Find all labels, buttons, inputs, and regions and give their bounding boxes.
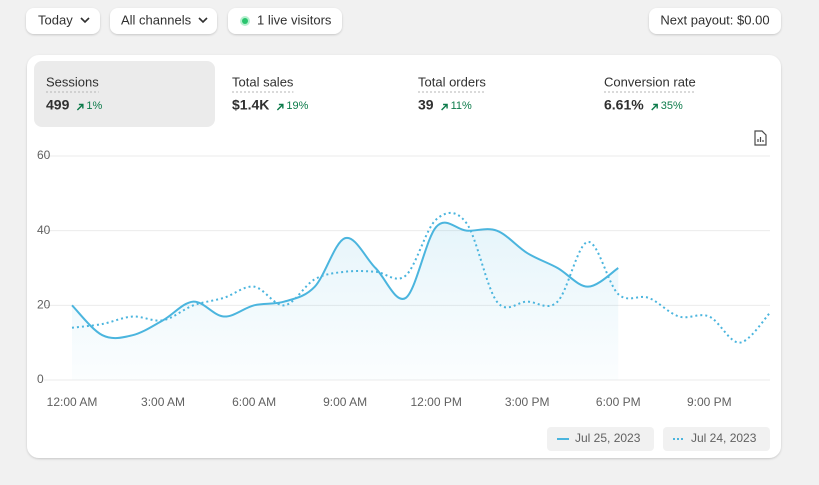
trend-arrow <box>441 103 448 111</box>
metric-tab[interactable]: Total sales $1.4K 19% <box>232 74 309 113</box>
legend-item[interactable]: Jul 24, 2023 <box>663 427 770 451</box>
x-tick-label: 3:00 AM <box>141 395 185 409</box>
payout-button[interactable]: Next payout: $0.00 <box>649 8 781 34</box>
chart: 0 20 40 60 12:00 AM 3:00 AM 6:00 AM 9:00 AM 12:0… <box>37 148 771 451</box>
metric-label: Conversion rate <box>604 74 696 89</box>
x-tick-label: 9:00 AM <box>323 395 367 409</box>
button-label: All channels <box>121 12 192 27</box>
metric-change: 11% <box>451 100 472 112</box>
trend-arrow <box>276 103 284 111</box>
metric-label: Total sales <box>232 74 294 89</box>
metric-change: 19% <box>286 100 308 112</box>
legend-label: Jul 25, 2023 <box>575 431 641 445</box>
metric-value: $1.4K <box>232 97 269 113</box>
metric-value: 39 <box>418 97 434 113</box>
y-tick-label: 0 <box>37 372 44 386</box>
metric-label: Sessions <box>46 74 99 89</box>
metric-label: Total orders <box>418 74 486 89</box>
metric-value: 6.61% <box>604 97 644 113</box>
y-tick-label: 40 <box>37 223 51 237</box>
metric-change: 35% <box>661 100 683 112</box>
live-visitors-button[interactable]: 1 live visitors <box>228 8 342 34</box>
selected-tab[interactable] <box>34 61 215 127</box>
metric-tab[interactable]: Conversion rate 6.61% 35% <box>604 74 696 113</box>
metrics: Sessions 499 1% Total sales $1.4K 19% Total or… <box>46 74 696 113</box>
x-tick-label: 6:00 AM <box>232 395 276 409</box>
channels-button[interactable]: All channels <box>110 8 217 34</box>
x-tick-label: 12:00 AM <box>47 395 98 409</box>
trend-arrow <box>651 103 658 111</box>
trend-arrow <box>76 103 84 111</box>
button-label: 1 live visitors <box>257 12 332 27</box>
x-tick-label: 9:00 PM <box>687 395 732 409</box>
legend-box <box>663 427 770 451</box>
x-tick-label: 12:00 PM <box>410 395 461 409</box>
legend-box <box>547 427 654 451</box>
series-area <box>72 222 619 380</box>
legend-label: Jul 24, 2023 <box>691 431 757 445</box>
y-tick-label: 60 <box>37 148 51 162</box>
series-line <box>71 221 619 340</box>
x-tick-label: 6:00 PM <box>596 395 641 409</box>
legend-item[interactable]: Jul 25, 2023 <box>547 427 654 451</box>
button-label: Next payout: $0.00 <box>660 12 769 27</box>
button-label: Today <box>38 12 73 27</box>
y-tick-label: 20 <box>37 298 51 312</box>
export-icon[interactable] <box>754 130 767 146</box>
metric-tab[interactable]: Total orders 39 11% <box>418 74 486 113</box>
date-button[interactable]: Today <box>26 8 100 34</box>
metric-tab[interactable]: Sessions 499 1% <box>46 74 102 113</box>
x-tick-label: 3:00 PM <box>505 395 550 409</box>
metric-value: 499 <box>46 97 70 113</box>
metric-change: 1% <box>86 100 102 112</box>
